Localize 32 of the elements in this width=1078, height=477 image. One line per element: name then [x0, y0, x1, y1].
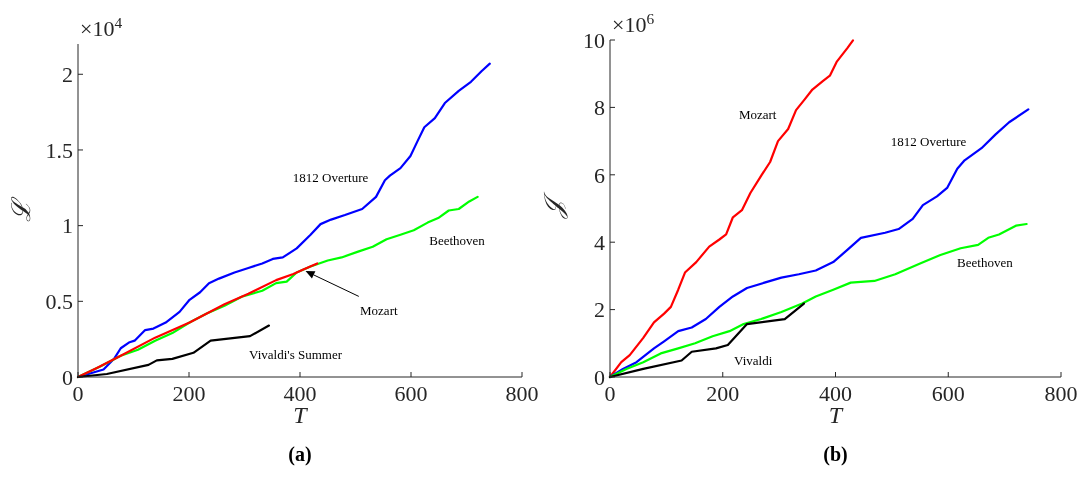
y-tick-label: 1 — [62, 213, 73, 239]
series-label: 1812 Overture — [292, 169, 369, 185]
text: (b) — [823, 443, 848, 466]
y-tick-label: 0 — [594, 364, 605, 390]
x-tick-label: 200 — [706, 381, 740, 406]
x-tick-label: 800 — [505, 381, 539, 406]
y-axis-title: 𝒥 — [539, 190, 568, 220]
y-tick-label: 2 — [62, 61, 73, 87]
series-label: Mozart — [738, 106, 777, 122]
x-tick-label: 600 — [931, 381, 965, 406]
series-label: Vivaldi — [734, 352, 773, 368]
y-tick-label: 0 — [62, 364, 73, 390]
text: (a) — [288, 443, 312, 466]
series-label: 1812 Overture — [890, 133, 967, 149]
y-axis-title: ℒ — [7, 195, 36, 222]
y-tick-label: 10 — [583, 27, 605, 53]
y-tick-label: 1.5 — [45, 137, 73, 163]
series-label: Vivaldi's Summer — [249, 346, 343, 362]
y-tick-label: 2 — [594, 297, 605, 323]
series-label: Beethoven — [957, 254, 1014, 270]
text: ×10$^{4}$ — [80, 13, 123, 41]
x-tick-label: 200 — [172, 381, 206, 406]
y-tick-label: 0.5 — [45, 289, 73, 315]
line-series — [608, 302, 806, 379]
text: Mozart — [360, 302, 398, 318]
y-tick-label: 6 — [594, 162, 605, 188]
series-label: Beethoven — [429, 233, 486, 249]
x-tick-label: 600 — [394, 381, 428, 406]
text: ×10$^{6}$ — [612, 9, 655, 37]
y-tick-label: 8 — [594, 95, 605, 121]
x-tick-label: 800 — [1044, 381, 1078, 406]
y-tick-label: 4 — [594, 229, 605, 255]
